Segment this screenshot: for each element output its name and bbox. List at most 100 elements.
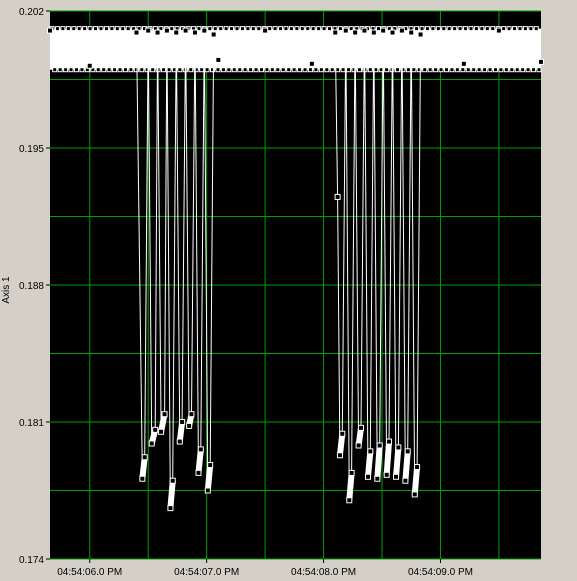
data-point-marker xyxy=(204,487,211,494)
band-edge-marker xyxy=(112,67,118,73)
data-point-marker xyxy=(201,27,208,34)
x-axis-ticks: 04:54:06.0 PM 04:54:07.0 PM 04:54:08.0 PM 0… xyxy=(57,559,473,578)
band-edge-marker xyxy=(220,67,226,73)
data-point-marker xyxy=(215,56,222,63)
band-edge-marker xyxy=(446,26,452,32)
data-point-marker xyxy=(383,471,390,478)
band-edge-marker xyxy=(384,67,390,73)
band-edge-marker xyxy=(457,26,463,32)
band-edge-marker xyxy=(476,67,482,73)
data-point-marker xyxy=(133,29,140,36)
band-edge-marker xyxy=(297,67,303,73)
band-edge-marker xyxy=(114,26,120,32)
band-edge-marker xyxy=(463,26,469,32)
band-edge-marker xyxy=(299,26,305,32)
band-edge-marker xyxy=(346,67,352,73)
data-point-marker xyxy=(152,426,159,433)
data-point-marker xyxy=(395,444,402,451)
band-edge-marker xyxy=(144,67,150,73)
data-point-marker xyxy=(47,27,53,34)
band-edge-marker xyxy=(395,67,401,73)
band-edge-marker xyxy=(473,26,479,32)
band-edge-marker xyxy=(411,67,417,73)
data-point-marker xyxy=(332,29,339,36)
dip-bar xyxy=(204,464,214,491)
band-edge-marker xyxy=(196,26,202,32)
band-edge-marker xyxy=(468,26,474,32)
band-edge-marker xyxy=(503,67,509,73)
data-point-marker xyxy=(393,473,400,480)
data-point-marker xyxy=(210,31,217,38)
band-edge-marker xyxy=(245,26,251,32)
band-edge-marker xyxy=(158,26,164,32)
band-edge-marker xyxy=(242,67,248,73)
dip-bar xyxy=(364,451,374,478)
dip-bar xyxy=(411,466,421,495)
data-point-marker xyxy=(404,448,411,455)
band-edge-marker xyxy=(525,67,531,73)
band-edge-marker xyxy=(501,26,507,32)
band-edge-marker xyxy=(161,67,167,73)
x-tick-label: 04:54:06.0 PM xyxy=(57,567,122,578)
band-edge-marker xyxy=(229,26,235,32)
band-edge-marker xyxy=(302,67,308,73)
band-edge-marker xyxy=(237,67,243,73)
band-edge-marker xyxy=(351,67,357,73)
band-edge-marker xyxy=(512,26,518,32)
data-point-marker xyxy=(86,62,93,69)
band-edge-marker xyxy=(424,26,430,32)
data-point-marker xyxy=(161,411,168,418)
band-edge-marker xyxy=(68,67,74,73)
band-edge-marker xyxy=(122,67,128,73)
band-edge-marker xyxy=(286,67,292,73)
data-point-marker xyxy=(411,491,418,498)
band-edge-marker xyxy=(272,26,278,32)
band-edge-marker xyxy=(283,26,289,32)
data-point-marker xyxy=(495,27,502,34)
band-edge-marker xyxy=(492,67,498,73)
data-point-marker xyxy=(374,475,381,482)
data-point-marker xyxy=(169,477,176,484)
band-edge-marker xyxy=(79,67,85,73)
band-edge-marker xyxy=(454,67,460,73)
data-point-marker xyxy=(352,29,359,36)
data-point-marker xyxy=(179,419,186,425)
dip-bar xyxy=(374,445,383,479)
band-edge-marker xyxy=(509,67,515,73)
band-edge-marker xyxy=(109,26,115,32)
band-edge-marker xyxy=(356,67,362,73)
data-point-marker xyxy=(355,442,362,449)
band-edge-marker xyxy=(258,67,264,73)
band-edge-marker xyxy=(522,26,528,32)
band-edge-marker xyxy=(234,26,240,32)
band-edge-marker xyxy=(414,26,420,32)
band-edge-marker xyxy=(218,26,224,32)
band-edge-marker xyxy=(465,67,471,73)
data-point-marker xyxy=(173,29,180,36)
x-tick-label: 04:54:09.0 PM xyxy=(408,567,473,578)
data-point-marker xyxy=(538,58,544,65)
band-edge-marker xyxy=(430,26,436,32)
band-edge-marker xyxy=(125,26,131,32)
data-point-marker xyxy=(386,438,393,445)
band-edge-marker xyxy=(335,67,341,73)
data-point-marker xyxy=(367,448,374,455)
band-edge-marker xyxy=(517,26,523,32)
band-edge-marker xyxy=(416,67,422,73)
band-edge-marker xyxy=(60,26,66,32)
band-edge-marker xyxy=(267,26,273,32)
band-edge-marker xyxy=(275,67,281,73)
data-point-marker xyxy=(389,29,396,36)
y-tick-label: 0.195 xyxy=(19,144,44,155)
band-edge-marker xyxy=(71,26,77,32)
data-point-marker xyxy=(361,27,368,34)
y-tick-label: 0.174 xyxy=(19,555,44,566)
band-edge-marker xyxy=(188,67,194,73)
band-edge-marker xyxy=(484,26,490,32)
band-edge-marker xyxy=(117,67,123,73)
band-edge-marker xyxy=(256,26,262,32)
band-edge-marker xyxy=(101,67,107,73)
band-edge-marker xyxy=(533,26,539,32)
band-edge-marker xyxy=(231,67,237,73)
band-edge-marker xyxy=(316,26,322,32)
